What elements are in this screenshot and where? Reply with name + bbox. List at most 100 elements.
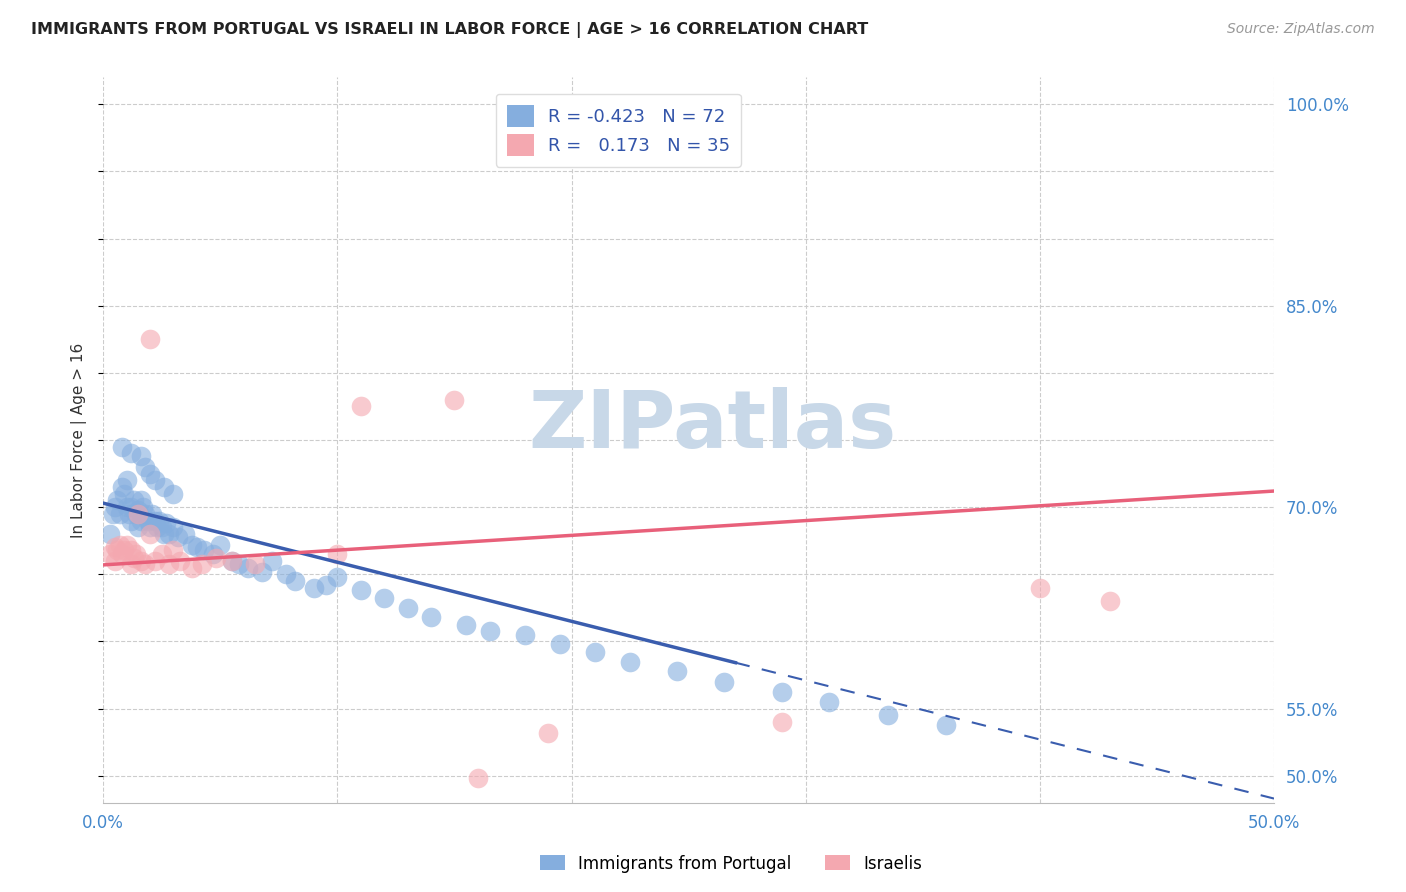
Point	[134, 507, 156, 521]
Point	[115, 473, 138, 487]
Point	[770, 714, 793, 729]
Point	[252, 565, 274, 579]
Point	[143, 473, 166, 487]
Point	[104, 541, 127, 555]
Point	[221, 554, 243, 568]
Point	[108, 538, 131, 552]
Point	[153, 527, 176, 541]
Point	[146, 520, 169, 534]
Point	[141, 507, 163, 521]
Point	[122, 551, 145, 566]
Point	[143, 554, 166, 568]
Point	[396, 600, 419, 615]
Point	[120, 543, 142, 558]
Point	[105, 493, 128, 508]
Point	[443, 392, 465, 407]
Point	[112, 487, 135, 501]
Point	[150, 520, 173, 534]
Point	[139, 520, 162, 534]
Point	[129, 449, 152, 463]
Point	[350, 583, 373, 598]
Point	[101, 507, 124, 521]
Point	[302, 581, 325, 595]
Point	[115, 500, 138, 515]
Text: IMMIGRANTS FROM PORTUGAL VS ISRAELI IN LABOR FORCE | AGE > 16 CORRELATION CHART: IMMIGRANTS FROM PORTUGAL VS ISRAELI IN L…	[31, 22, 868, 38]
Point	[186, 541, 208, 555]
Point	[876, 708, 898, 723]
Point	[139, 467, 162, 481]
Point	[204, 551, 226, 566]
Point	[174, 527, 197, 541]
Point	[169, 554, 191, 568]
Point	[150, 547, 173, 561]
Point	[111, 480, 134, 494]
Point	[1099, 594, 1122, 608]
Point	[181, 538, 204, 552]
Point	[118, 507, 141, 521]
Point	[238, 560, 260, 574]
Point	[120, 557, 142, 571]
Point	[162, 543, 184, 558]
Point	[139, 527, 162, 541]
Point	[139, 332, 162, 346]
Point	[537, 725, 560, 739]
Point	[467, 772, 489, 786]
Point	[478, 624, 501, 638]
Point	[260, 554, 283, 568]
Point	[162, 520, 184, 534]
Legend: R = -0.423   N = 72, R =   0.173   N = 35: R = -0.423 N = 72, R = 0.173 N = 35	[496, 94, 741, 167]
Point	[373, 591, 395, 606]
Point	[129, 493, 152, 508]
Point	[127, 507, 149, 521]
Point	[136, 514, 159, 528]
Point	[935, 717, 957, 731]
Point	[1029, 581, 1052, 595]
Point	[155, 516, 177, 531]
Point	[153, 480, 176, 494]
Point	[162, 487, 184, 501]
Point	[274, 567, 297, 582]
Point	[456, 618, 478, 632]
Point	[115, 538, 138, 552]
Point	[134, 557, 156, 571]
Point	[245, 557, 267, 571]
Point	[770, 685, 793, 699]
Point	[132, 500, 155, 515]
Point	[120, 514, 142, 528]
Point	[104, 500, 127, 515]
Point	[120, 446, 142, 460]
Point	[127, 520, 149, 534]
Point	[583, 645, 606, 659]
Text: ZIPatlas: ZIPatlas	[527, 386, 896, 465]
Point	[315, 578, 337, 592]
Point	[665, 664, 688, 678]
Point	[134, 459, 156, 474]
Point	[190, 557, 212, 571]
Point	[129, 554, 152, 568]
Point	[122, 493, 145, 508]
Point	[108, 507, 131, 521]
Point	[202, 547, 225, 561]
Point	[143, 514, 166, 528]
Point	[111, 440, 134, 454]
Point	[228, 557, 250, 571]
Point	[326, 570, 349, 584]
Point	[112, 543, 135, 558]
Point	[326, 547, 349, 561]
Point	[167, 530, 190, 544]
Point	[193, 543, 215, 558]
Point	[209, 538, 232, 552]
Point	[148, 514, 170, 528]
Point	[284, 574, 307, 588]
Point	[221, 554, 243, 568]
Point	[127, 503, 149, 517]
Point	[157, 557, 180, 571]
Point	[104, 554, 127, 568]
Point	[98, 527, 121, 541]
Point	[105, 543, 128, 558]
Legend: Immigrants from Portugal, Israelis: Immigrants from Portugal, Israelis	[533, 848, 929, 880]
Point	[125, 507, 148, 521]
Point	[350, 400, 373, 414]
Point	[129, 514, 152, 528]
Point	[548, 637, 571, 651]
